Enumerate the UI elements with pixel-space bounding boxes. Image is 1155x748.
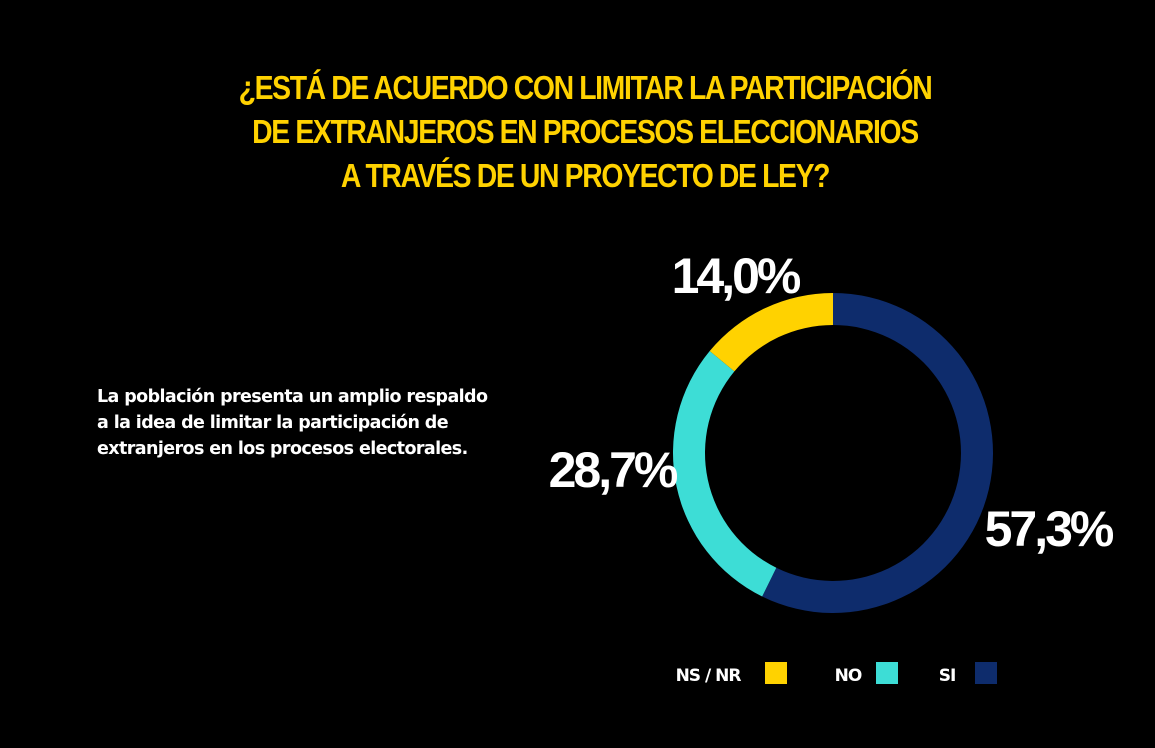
chart-description: La población presenta un amplio respaldo… <box>97 387 488 459</box>
legend-label-ns-nr: NS / NR <box>676 666 742 686</box>
donut-slices <box>672 293 993 613</box>
legend-swatch-si <box>975 662 997 684</box>
legend-label-no: NO <box>835 666 862 686</box>
legend-item-no: NO <box>835 662 898 686</box>
donut-slice-no <box>672 351 777 597</box>
chart-title-line-2: DE EXTRANJEROS EN PROCESOS ELECCIONARIOS <box>252 113 919 150</box>
donut-data-labels: 57,3% 28,7% 14,0% <box>549 248 1117 557</box>
data-label-no: 28,7% <box>549 442 678 498</box>
donut-slice-si <box>762 293 993 613</box>
legend-swatch-ns-nr <box>765 662 787 684</box>
legend-item-si: SI <box>939 662 997 686</box>
donut-slice-ns-nr <box>709 293 833 372</box>
chart-title: ¿ESTÁ DE ACUERDO CON LIMITAR LA PARTICIP… <box>211 66 959 198</box>
chart-legend: NS / NR NO SI <box>676 662 997 686</box>
chart-title-line-3: A TRAVÉS DE UN PROYECTO DE LEY? <box>340 157 831 194</box>
legend-label-si: SI <box>939 666 956 686</box>
data-label-ns-nr: 14,0% <box>672 248 801 304</box>
chart-title-line-1: ¿ESTÁ DE ACUERDO CON LIMITAR LA PARTICIP… <box>238 69 933 106</box>
legend-item-ns-nr: NS / NR <box>676 662 787 686</box>
data-label-si: 57,3% <box>985 501 1114 557</box>
legend-swatch-no <box>876 662 898 684</box>
